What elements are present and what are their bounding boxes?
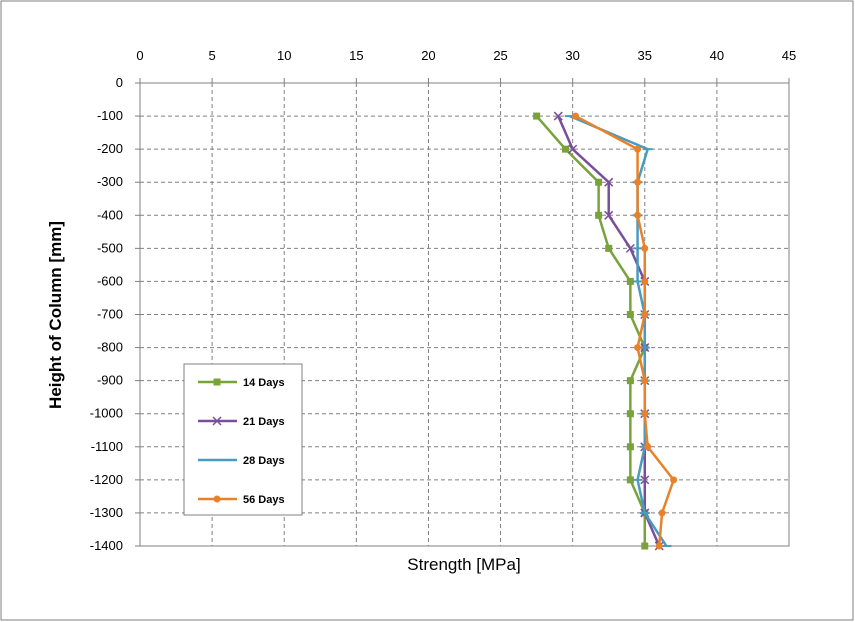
plot-area-frame (139, 82, 790, 547)
y-tick-label: -1400 (90, 538, 123, 553)
legend-item: 28 Days (198, 455, 285, 467)
legend-item: 14 Days (198, 377, 285, 389)
x-tick-label: 30 (565, 48, 579, 63)
marker-circle (641, 410, 649, 418)
x-tick-label: 10 (277, 48, 291, 63)
y-tick-label: 0 (116, 75, 123, 90)
y-axis-title: Height of Column [mm] (46, 221, 65, 409)
legend-label: 21 Days (243, 416, 285, 428)
marker-x (568, 144, 578, 154)
x-tick-label: 25 (493, 48, 507, 63)
legend-item: 56 Days (198, 494, 285, 506)
marker-x (212, 416, 222, 426)
legend-box (183, 363, 303, 516)
marker-x (604, 177, 614, 187)
marker-circle (658, 509, 666, 517)
marker-circle (634, 344, 642, 352)
marker-square (533, 112, 541, 120)
y-tick-label: -200 (97, 141, 123, 156)
marker-circle (634, 145, 642, 153)
marker-x (625, 243, 635, 253)
y-tick-labels: 0 -100 -200 -300 -400 -500 -600 -700 -800 -900 -10… (90, 75, 123, 553)
marker-square (626, 443, 634, 451)
series-line (535, 115, 647, 546)
marker-square (626, 377, 634, 385)
series-layer (533, 111, 678, 551)
x-tick-label: 5 (208, 48, 215, 63)
y-tick-label: -900 (97, 373, 123, 388)
marker-x (604, 210, 614, 220)
marker-square (626, 311, 634, 318)
y-tick-label: -800 (97, 340, 123, 355)
marker-circle (572, 112, 580, 120)
series-14-days (533, 112, 649, 550)
x-tick-label: 40 (710, 48, 724, 63)
marker-square (641, 542, 649, 550)
marker-circle (641, 277, 649, 285)
x-tick-label: 35 (638, 48, 652, 63)
x-tick-label: 15 (349, 48, 363, 63)
y-tick-label: -700 (97, 307, 123, 322)
y-tick-label: -400 (97, 207, 123, 222)
legend-label: 28 Days (243, 455, 285, 467)
marker-square (595, 211, 603, 219)
marker-x (553, 111, 563, 121)
marker-circle (641, 244, 649, 252)
legend-label: 14 Days (243, 377, 285, 389)
y-tick-label: -1000 (90, 406, 123, 421)
x-tick-label: 0 (136, 48, 143, 63)
marker-square (213, 378, 221, 386)
series-line (574, 114, 675, 547)
y-tick-label: -500 (97, 240, 123, 255)
marker-square (626, 277, 634, 285)
marker-square (561, 145, 569, 153)
marker-square (595, 178, 603, 186)
x-tick-label: 20 (421, 48, 435, 63)
marker-x (640, 475, 650, 485)
y-tick-label: -1200 (90, 472, 123, 487)
y-tick-label: -300 (97, 174, 123, 189)
x-axis-title: Strength [MPa] (407, 555, 520, 574)
marker-circle (670, 476, 678, 484)
series-56-days (572, 112, 678, 550)
y-tick-label: -100 (97, 108, 123, 123)
marker-circle (634, 178, 642, 186)
x-tick-labels: 0 5 10 15 20 25 30 35 40 45 (136, 48, 796, 63)
marker-circle (655, 542, 663, 550)
legend: 14 Days 21 Days 28 Days 56 Days (183, 363, 303, 516)
marker-circle (641, 311, 649, 318)
y-tick-label: -1300 (90, 505, 123, 520)
marker-circle (641, 377, 649, 385)
marker-circle (634, 211, 642, 219)
marker-square (626, 476, 634, 484)
marker-circle (213, 495, 221, 503)
legend-item: 21 Days (198, 416, 285, 428)
y-tick-label: -600 (97, 273, 123, 288)
marker-circle (644, 443, 652, 451)
marker-square (605, 244, 613, 252)
legend-label: 56 Days (243, 494, 285, 506)
marker-square (626, 410, 634, 418)
x-tick-label: 45 (782, 48, 796, 63)
y-tick-label: -1100 (91, 439, 123, 454)
